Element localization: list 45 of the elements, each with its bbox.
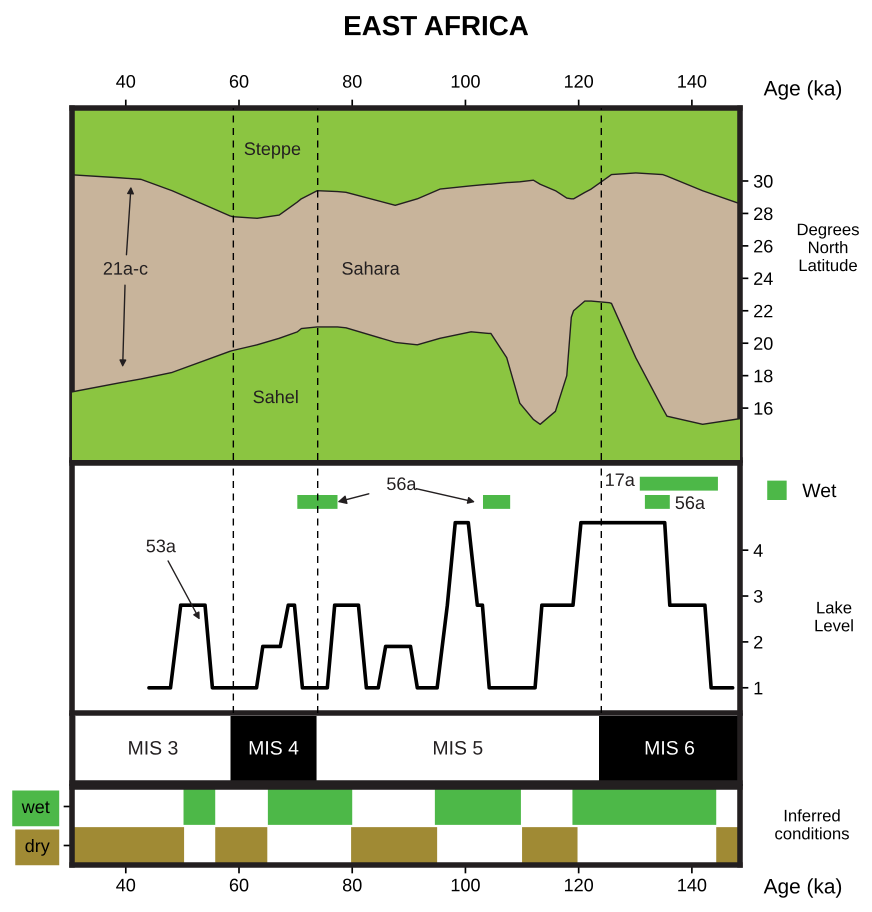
series-label: MIS 6 <box>646 740 694 755</box>
x-axis-title: Age (ka) <box>764 878 842 898</box>
annotation: 56a <box>676 496 705 510</box>
x-tick-label: 140 <box>678 878 706 892</box>
series-label: Sahel <box>253 390 298 404</box>
chart-title: EAST AFRICA <box>345 16 528 36</box>
y-axis-title: Inferred conditions <box>775 809 849 840</box>
x-tick-label: 140 <box>678 74 706 88</box>
x-tick-label: 100 <box>452 74 480 88</box>
y-tick-label: 2 <box>754 636 762 648</box>
x-tick-label: 80 <box>342 74 362 88</box>
series-label: Sahara <box>342 262 400 275</box>
x-tick-label: 100 <box>452 878 480 892</box>
y-tick-label: 22 <box>754 304 772 318</box>
annotation: 53a <box>146 540 176 552</box>
y-tick-label: 18 <box>754 370 772 382</box>
y-tick-label: 24 <box>754 272 773 285</box>
x-tick-label: 40 <box>116 878 136 892</box>
series-label: MIS 4 <box>250 740 298 755</box>
series-label: MIS 5 <box>434 740 482 755</box>
y-tick-label: 26 <box>754 240 772 253</box>
annotation: 56a <box>387 477 416 490</box>
annotation: 17a <box>606 473 635 486</box>
y-tick-label: dry <box>25 838 50 856</box>
x-axis-title: Age (ka) <box>764 80 842 100</box>
x-tick-label: 40 <box>116 74 136 88</box>
x-tick-label: 60 <box>230 878 248 892</box>
annotation: 21a-c <box>104 262 148 275</box>
y-tick-label: 28 <box>754 207 772 220</box>
y-tick-label: 16 <box>754 402 772 415</box>
y-tick-label: 1 <box>754 682 762 694</box>
y-tick-label: 3 <box>754 590 762 603</box>
series-label: MIS 3 <box>129 740 178 755</box>
y-tick-label: 30 <box>754 174 773 188</box>
y-axis-title: Lake Level <box>815 601 853 632</box>
x-tick-label: 80 <box>342 878 362 892</box>
annotation: Steppe <box>244 142 300 159</box>
y-tick-label: wet <box>22 801 50 814</box>
y-axis-title: Degrees North Latitude <box>798 224 859 272</box>
y-tick-label: 4 <box>754 544 763 557</box>
x-tick-label: 60 <box>230 74 248 88</box>
x-tick-label: 120 <box>564 74 594 88</box>
legend-label: Wet <box>802 484 836 498</box>
y-tick-label: 20 <box>754 337 773 350</box>
x-tick-label: 120 <box>564 878 594 892</box>
